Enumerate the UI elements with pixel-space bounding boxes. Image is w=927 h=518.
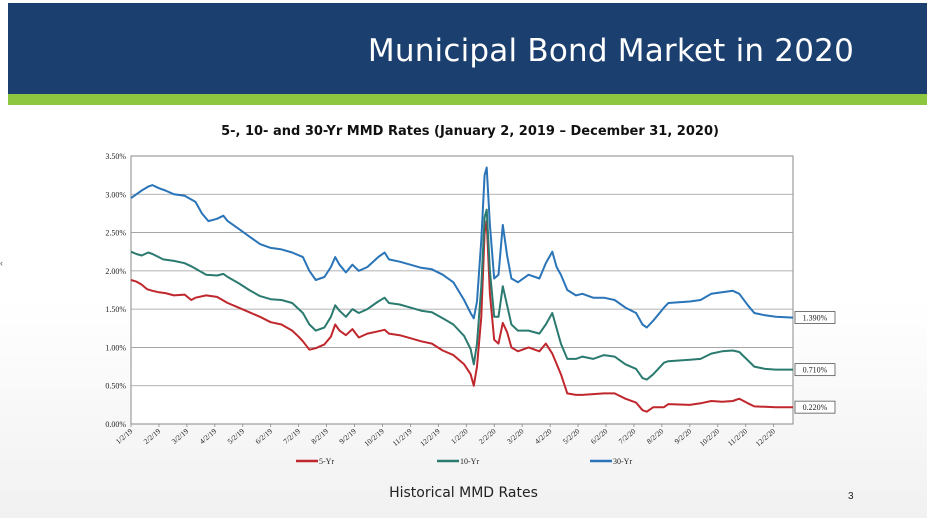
end-label: 0.710% bbox=[803, 366, 828, 375]
y-tick-label: 1.50% bbox=[105, 305, 126, 314]
accent-bar bbox=[8, 94, 927, 105]
x-tick-label: 9/2/19 bbox=[337, 426, 358, 445]
x-tick-label: 1/2/20 bbox=[449, 426, 470, 445]
x-tick-label: 2/2/19 bbox=[142, 426, 163, 445]
y-tick-label: 3.00% bbox=[105, 190, 126, 199]
series-line-5-yr bbox=[130, 220, 793, 413]
x-tick-label: 3/2/19 bbox=[170, 426, 191, 445]
x-tick-label: 2/2/20 bbox=[477, 426, 498, 445]
legend-label: 10-Yr bbox=[460, 457, 479, 466]
y-tick-label: 0.00% bbox=[105, 420, 126, 429]
x-tick-label: 11/2/20 bbox=[726, 426, 749, 448]
end-label-box bbox=[794, 363, 836, 377]
x-tick-label: 6/2/19 bbox=[254, 426, 275, 445]
y-tick-label: 3.50% bbox=[105, 152, 126, 161]
end-label: 0.220% bbox=[803, 403, 828, 412]
page-number: 3 bbox=[848, 491, 854, 502]
x-tick-label: 10/2/19 bbox=[362, 426, 386, 448]
y-tick-label: 1.00% bbox=[105, 343, 126, 352]
x-tick-label: 9/2/20 bbox=[673, 426, 694, 445]
chart-title: 5-, 10- and 30-Yr MMD Rates (January 2, … bbox=[221, 124, 719, 139]
x-tick-label: 3/2/20 bbox=[505, 426, 526, 445]
x-tick-label: 4/2/19 bbox=[198, 426, 219, 445]
plot-area bbox=[130, 155, 794, 425]
slide-footer: Historical MMD Rates bbox=[389, 485, 538, 501]
end-label-box bbox=[794, 311, 836, 324]
y-tick-label: 0.50% bbox=[105, 382, 126, 391]
slide-title: Municipal Bond Market in 2020 bbox=[367, 33, 854, 69]
x-tick-label: 12/2/19 bbox=[418, 426, 442, 448]
title-bar: Municipal Bond Market in 2020 bbox=[8, 3, 927, 94]
series-line-30-yr bbox=[130, 166, 794, 329]
y-tick-label: 2.00% bbox=[105, 267, 126, 276]
x-tick-label: 5/2/20 bbox=[561, 426, 582, 445]
left-arrow-icon[interactable]: ‹ bbox=[0, 258, 3, 268]
x-tick-label: 12/2/20 bbox=[754, 426, 778, 448]
x-tick-label: 4/2/20 bbox=[533, 426, 554, 445]
end-label: 1.390% bbox=[803, 314, 828, 323]
x-tick-label: 7/2/19 bbox=[281, 426, 302, 445]
y-tick-label: 2.50% bbox=[105, 229, 126, 238]
x-tick-label: 8/2/19 bbox=[309, 426, 330, 445]
x-tick-label: 7/2/20 bbox=[617, 426, 638, 445]
legend-label: 30-Yr bbox=[613, 457, 632, 466]
x-tick-label: 6/2/20 bbox=[589, 426, 610, 445]
series-line-10-yr bbox=[130, 208, 793, 381]
x-tick-label: 10/2/20 bbox=[698, 426, 722, 448]
x-tick-label: 8/2/20 bbox=[645, 426, 666, 445]
x-tick-label: 11/2/19 bbox=[391, 426, 414, 448]
legend-label: 5-Yr bbox=[319, 457, 334, 466]
x-tick-label: 5/2/19 bbox=[226, 426, 247, 445]
x-tick-label: 1/2/19 bbox=[114, 426, 135, 445]
end-label-box bbox=[794, 400, 836, 414]
